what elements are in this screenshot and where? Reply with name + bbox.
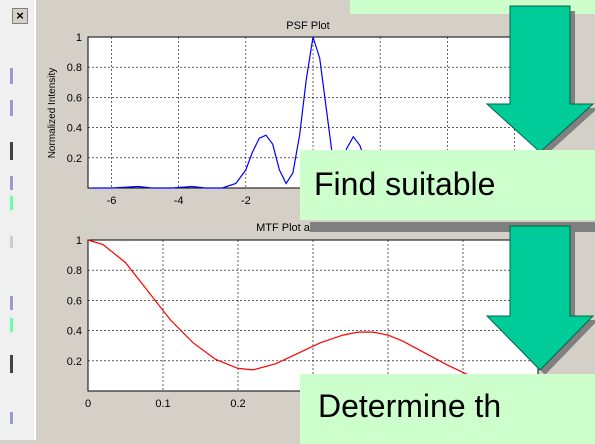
marker-2: [10, 100, 13, 116]
marker-5: [10, 196, 13, 210]
marker-1: [10, 68, 13, 84]
marker-7: [10, 296, 13, 310]
mtf-ytick-label: 1: [76, 235, 82, 247]
mtf-xtick-label: 0: [85, 398, 91, 410]
mtf-ytick-label: 0.8: [67, 265, 82, 277]
marker-4: [10, 176, 13, 190]
close-icon[interactable]: ×: [12, 8, 28, 24]
psf-title: PSF Plot: [286, 20, 329, 32]
mtf-title: MTF Plot a: [256, 222, 311, 234]
callout-find-suitable: Find suitable: [300, 150, 595, 220]
callout-1-shadow: [310, 222, 595, 232]
psf-ytick-label: 1: [76, 32, 82, 44]
marker-3: [10, 142, 13, 160]
arrow-down-icon: [485, 225, 595, 371]
marker-8: [10, 318, 13, 332]
psf-ytick-label: 0.6: [67, 92, 82, 104]
psf-ytick-label: 0.2: [67, 153, 82, 165]
mtf-series-line: [87, 239, 471, 377]
background-window-strip: ×: [0, 0, 34, 440]
mtf-ytick-label: 0.4: [67, 326, 82, 338]
marker-9: [10, 355, 13, 373]
psf-ytick-label: 0.4: [67, 123, 82, 135]
psf-ytick-label: 0.8: [67, 62, 82, 74]
marker-10: [10, 412, 13, 424]
mtf-xtick-label: 0.2: [230, 398, 245, 410]
psf-xtick-label: -6: [107, 195, 117, 207]
callout-determine: Determine th: [300, 374, 595, 444]
mtf-ytick-label: 0.2: [67, 356, 82, 368]
mtf-ytick-label: 0.6: [67, 295, 82, 307]
arrow-down-icon: [485, 5, 595, 153]
psf-xtick-label: -4: [174, 195, 184, 207]
psf-ylabel: Normalized Intensity: [47, 68, 58, 159]
marker-6: [10, 236, 13, 248]
mtf-xtick-label: 0.1: [155, 398, 170, 410]
psf-xtick-label: -2: [241, 195, 251, 207]
